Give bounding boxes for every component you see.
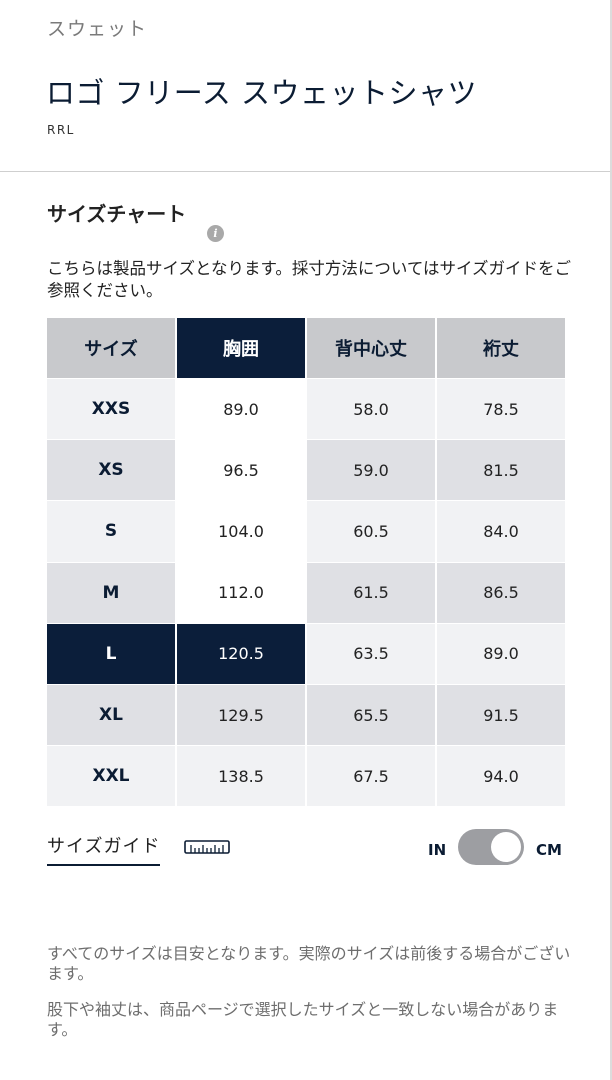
chest-cell: 96.5 [177,439,305,501]
sleeve-cell: 81.5 [437,439,565,501]
category-label: スウェット [47,18,148,40]
chest-cell: 112.0 [177,561,305,623]
size-cell: XL [47,683,175,746]
size-cell: XS [47,439,175,501]
chest-cell: 104.0 [177,500,305,562]
column-header-back-length[interactable]: 背中心丈 [307,318,435,378]
chest-cell: 89.0 [177,378,305,440]
size-cell: XXL [47,745,175,807]
table-row[interactable]: XL 129.5 65.5 91.5 [47,683,565,746]
column-header-size: サイズ [47,318,175,378]
info-icon[interactable]: i [207,225,224,242]
table-header-row: サイズ 胸囲 背中心丈 裄丈 [47,318,565,378]
back-length-cell: 61.5 [307,561,435,623]
table-row[interactable]: S 104.0 60.5 84.0 [47,500,565,562]
unit-label-in: IN [428,841,447,859]
chest-cell: 120.5 [177,622,305,684]
brand-label: RRL [47,123,75,137]
footnote-inseam: 股下や袖丈は、商品ページで選択したサイズと一致しない場合があります。 [47,1000,559,1039]
back-length-cell: 59.0 [307,439,435,501]
sleeve-cell: 89.0 [437,622,565,684]
table-row[interactable]: XXL 138.5 67.5 94.0 [47,745,565,807]
sleeve-cell: 84.0 [437,500,565,562]
sleeve-cell: 91.5 [437,683,565,746]
back-length-cell: 60.5 [307,500,435,562]
sleeve-cell: 94.0 [437,745,565,807]
sleeve-cell: 78.5 [437,378,565,440]
size-cell: S [47,500,175,562]
size-chart-description: こちらは製品サイズとなります。採寸方法についてはサイズガイドをご参照ください。 [47,259,572,300]
sleeve-cell: 86.5 [437,561,565,623]
size-chart-table: サイズ 胸囲 背中心丈 裄丈 XXS 89.0 58.0 78.5 XS 96.… [45,318,567,807]
footnote-approximate: すべてのサイズは目安となります。実際のサイズは前後する場合がございます。 [47,944,571,983]
panel-border [610,0,612,1080]
column-header-chest[interactable]: 胸囲 [177,318,305,378]
ruler-icon[interactable] [184,840,230,854]
size-guide-link[interactable]: サイズガイド [47,832,161,866]
table-row[interactable]: M 112.0 61.5 86.5 [47,561,565,623]
table-row-selected[interactable]: L 120.5 63.5 89.0 [47,622,565,684]
size-cell: L [47,622,175,684]
toggle-knob [491,832,521,862]
chest-cell: 138.5 [177,745,305,807]
product-title: ロゴ フリース スウェットシャツ [46,76,477,110]
back-length-cell: 58.0 [307,378,435,440]
unit-toggle[interactable] [458,829,524,865]
chest-cell: 129.5 [177,683,305,746]
size-cell: XXS [47,378,175,440]
table-row[interactable]: XS 96.5 59.0 81.5 [47,439,565,501]
back-length-cell: 67.5 [307,745,435,807]
back-length-cell: 63.5 [307,622,435,684]
size-cell: M [47,561,175,623]
table-row[interactable]: XXS 89.0 58.0 78.5 [47,378,565,440]
back-length-cell: 65.5 [307,683,435,746]
product-header: スウェット ロゴ フリース スウェットシャツ RRL [0,0,610,172]
unit-label-cm: CM [536,841,562,859]
size-chart-title: サイズチャート [47,202,187,226]
column-header-sleeve[interactable]: 裄丈 [437,318,565,378]
